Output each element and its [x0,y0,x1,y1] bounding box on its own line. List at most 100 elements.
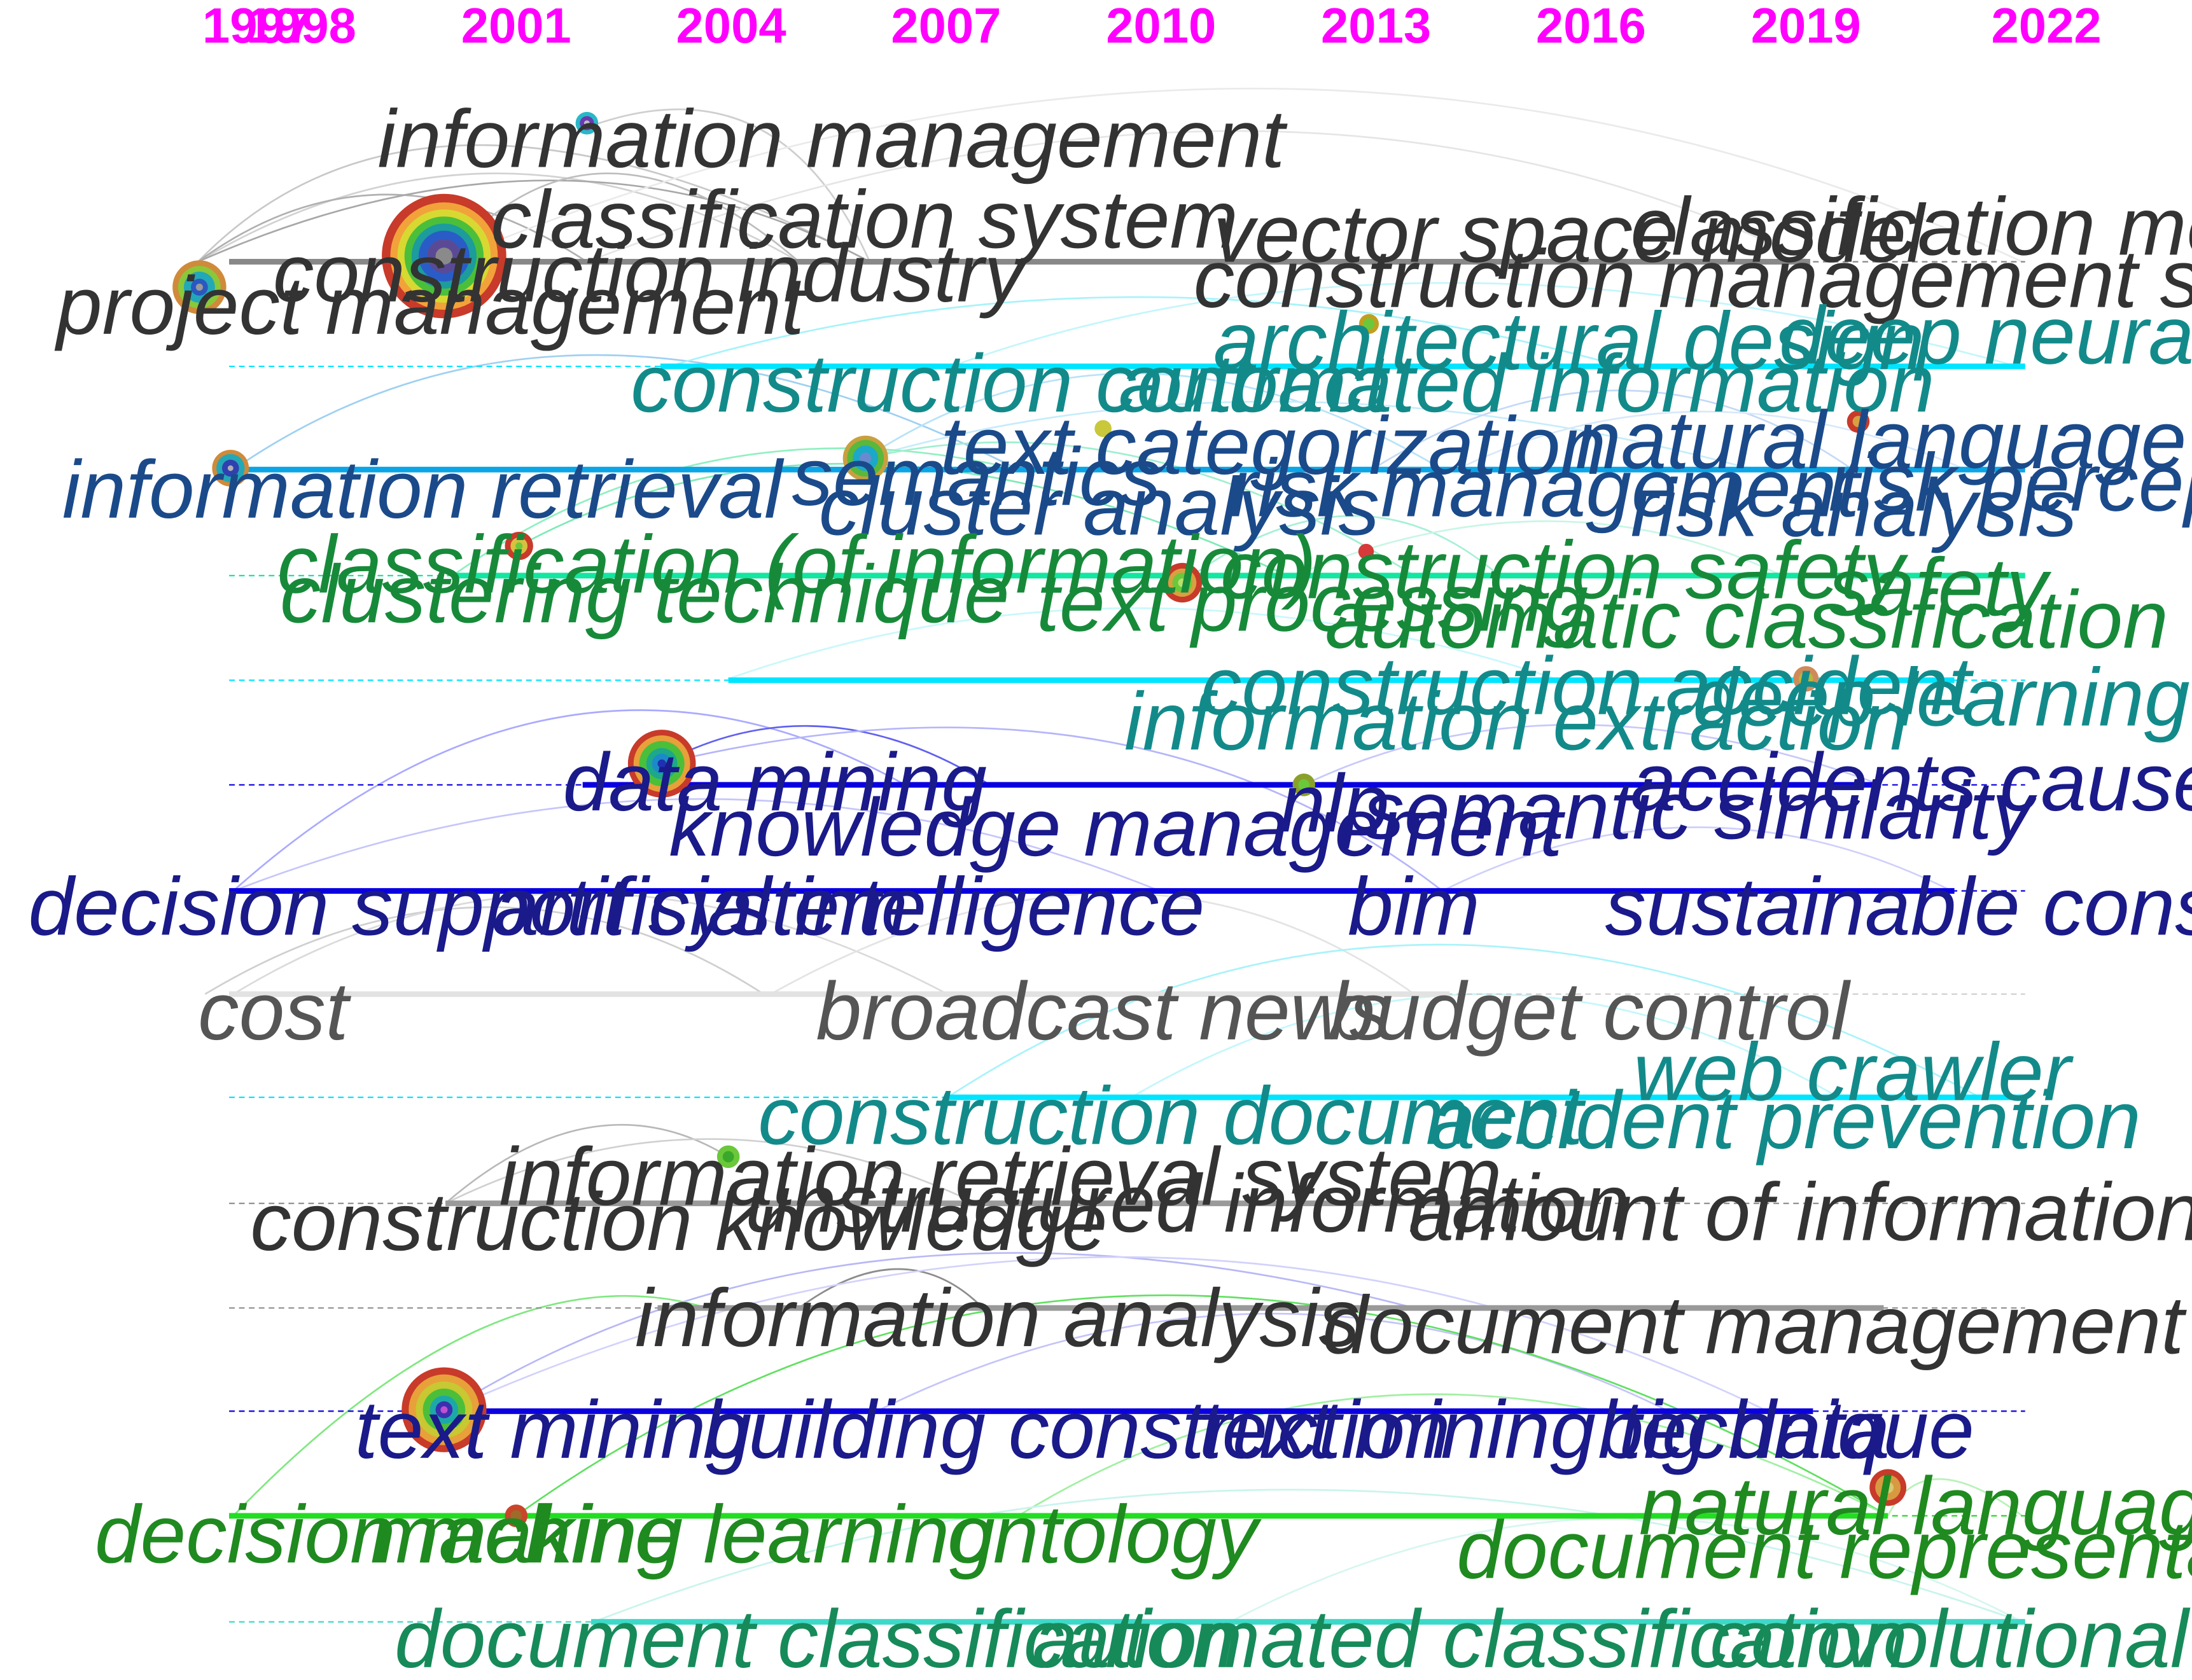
node-semantics [842,435,888,481]
year-label-2019: 2019 [1751,0,1861,53]
link-arc [661,726,1443,892]
keyword-label: accident prevention [1430,1074,2141,1166]
keyword-label: construction industry [273,228,1030,319]
link-arc [586,130,1811,263]
keyword-label: nlp [1280,758,1389,849]
keyword-label: information management [377,94,1288,185]
keyword-label: deep neural network [1779,289,2192,381]
link-arc [452,447,1019,576]
keyword-label: risk perception [1829,437,2192,529]
link-arc [445,1123,729,1204]
year-label-2022: 2022 [1992,0,2102,53]
year-label-1998: 1998 [246,0,356,53]
keyword-label: sustainable construction [1605,861,2192,952]
year-label-1997: 1997 [202,0,312,53]
keyword-label: information retrieval [62,444,785,536]
node-construction-management-skill [1358,314,1379,334]
cluster-lines [229,259,2025,1625]
keyword-label: amount of information [1409,1166,2192,1258]
keyword-label: decision support system [28,861,908,952]
link-arc [865,372,1443,471]
keyword-labels: information management classification sy… [28,94,2192,1680]
keyword-label: decision making [95,1489,683,1580]
keyword-label: cost [198,966,352,1057]
keyword-label: construction accident [1201,641,1974,732]
year-label-2007: 2007 [891,0,1001,53]
keyword-label: classification system [491,174,1238,265]
link-arc [594,1489,2023,1623]
link-arc [1303,724,1881,786]
node-classification-of-information [505,531,533,560]
keyword-label: construction knowledge [250,1176,1107,1268]
year-label-2001: 2001 [461,0,571,53]
node-construction-industry [382,193,506,319]
keyword-label: information analysis [635,1272,1360,1364]
node-deep-learning [1793,666,1819,692]
keyword-label: cluster analysis [819,461,1379,552]
keyword-label: text mining technique [1199,1384,1974,1476]
keyword-label: artificial intelligence [494,861,1205,952]
keyword-label: information retrieval system [499,1131,1502,1223]
keyword-label: text mining [355,1384,751,1476]
keyword-label: machine learning [370,1489,995,1580]
keyword-label: construction safety [1220,524,1908,616]
keyword-label: broadcast news [816,966,1390,1057]
link-arc [728,607,1556,680]
link-arc [197,179,870,263]
keyword-label: automated information [1119,338,1935,429]
keyword-label: text processing [1037,557,1588,649]
link-arc [947,282,2023,369]
keyword-label: document classification [394,1593,1243,1680]
link-arc [233,798,1161,892]
keyword-label: safety [1829,541,2051,633]
keyword-label: document representation [1456,1504,2192,1596]
keyword-label: clustering technique [280,548,1009,640]
keyword-label: vector space model [1213,188,1927,279]
keyword-label: project management [54,260,807,352]
keyword-label: classification (of information) [277,519,1316,611]
node-natural-language-processing [1869,1469,1907,1506]
year-label-2013: 2013 [1321,0,1431,53]
link-arc [445,87,2023,263]
link-arc [661,725,991,786]
node-text-processing [1162,562,1203,603]
keyword-label: deep learning [1693,651,2189,743]
keyword-label: risk management [1231,443,1863,534]
keyword-label: architectural design [1213,295,1925,387]
keyword-label: natural language processing [1639,1461,2192,1552]
keyword-label: document management [1322,1279,2187,1371]
keyword-label: semantic similarity [1364,765,2037,856]
cooccurrence-links [197,87,2023,1623]
node-project-management [172,260,227,314]
link-arc [1442,826,1952,892]
node-text-mining [401,1367,487,1452]
year-label-2016: 2016 [1536,0,1646,53]
keyword-label: unstructured information [745,1158,1630,1249]
keyword-label: accidents cause classification [1631,737,2192,828]
link-arc [197,144,870,263]
keyword-label: bim [1348,861,1480,952]
keyword-label: convolutional neural network [1710,1593,2192,1680]
link-arc [586,108,871,263]
keyword-label: big data [1598,1384,1890,1476]
node-nlp-system [1846,410,1870,433]
keyword-label: budget control [1329,966,1851,1057]
node-information-retrieval-system [716,1145,740,1169]
link-arc [664,296,1627,369]
keyword-label: text categorization [940,400,1606,492]
keyword-label: construction document [758,1070,1586,1162]
link-arc [798,1268,984,1309]
keyword-label: semantics [792,431,1161,523]
link-arc [232,1295,708,1517]
node-nlp [1292,774,1315,796]
year-label-2010: 2010 [1106,0,1216,53]
keyword-label: ontology [947,1489,1262,1580]
link-arc [204,906,764,995]
node-information-management [575,111,599,135]
keyword-label: automated classification [1032,1593,1908,1680]
keyword-nodes [172,111,1907,1527]
keyword-label: building construction [703,1384,1451,1476]
link-arc [865,400,1754,471]
keyword-label: knowledge management [669,782,1566,873]
